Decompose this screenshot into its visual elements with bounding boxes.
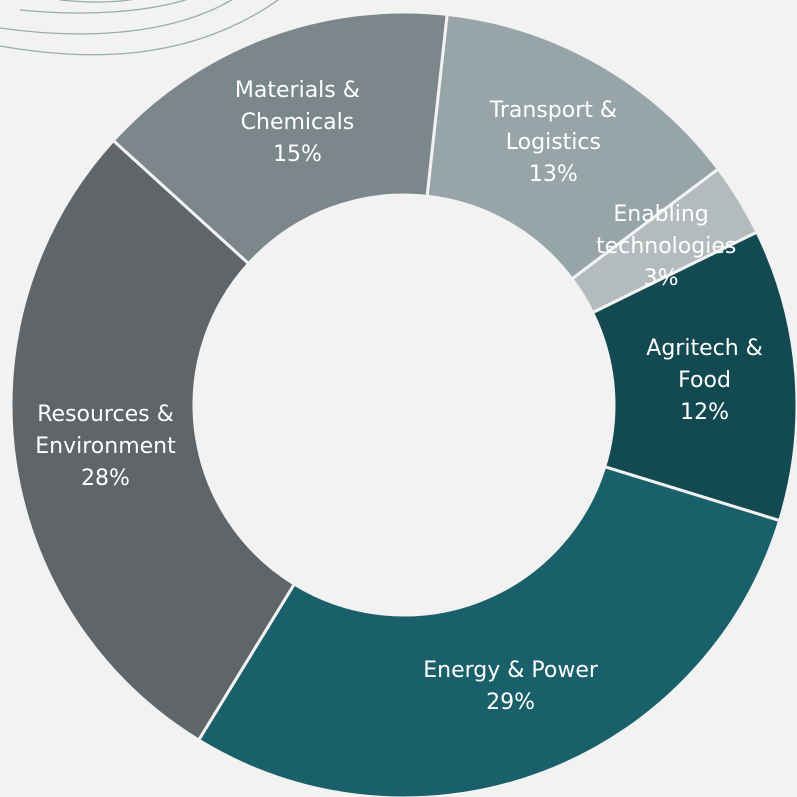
page: Transport & Logistics13%Enabling technol… — [0, 0, 797, 797]
category-label: Materials & Chemicals — [222, 75, 372, 139]
value-label: 12% — [630, 397, 780, 429]
category-label: Energy & Power — [391, 655, 631, 687]
donut-slice — [199, 467, 780, 797]
category-label: Resources & Environment — [11, 399, 201, 463]
category-label: Enabling technologies — [596, 199, 726, 263]
value-label: 29% — [391, 687, 631, 719]
value-label: 15% — [222, 139, 372, 171]
category-label: Transport & Logistics — [473, 95, 633, 159]
value-label: 13% — [473, 159, 633, 191]
value-label: 3% — [596, 263, 726, 295]
value-label: 28% — [11, 463, 201, 495]
category-label: Agritech & Food — [630, 333, 780, 397]
